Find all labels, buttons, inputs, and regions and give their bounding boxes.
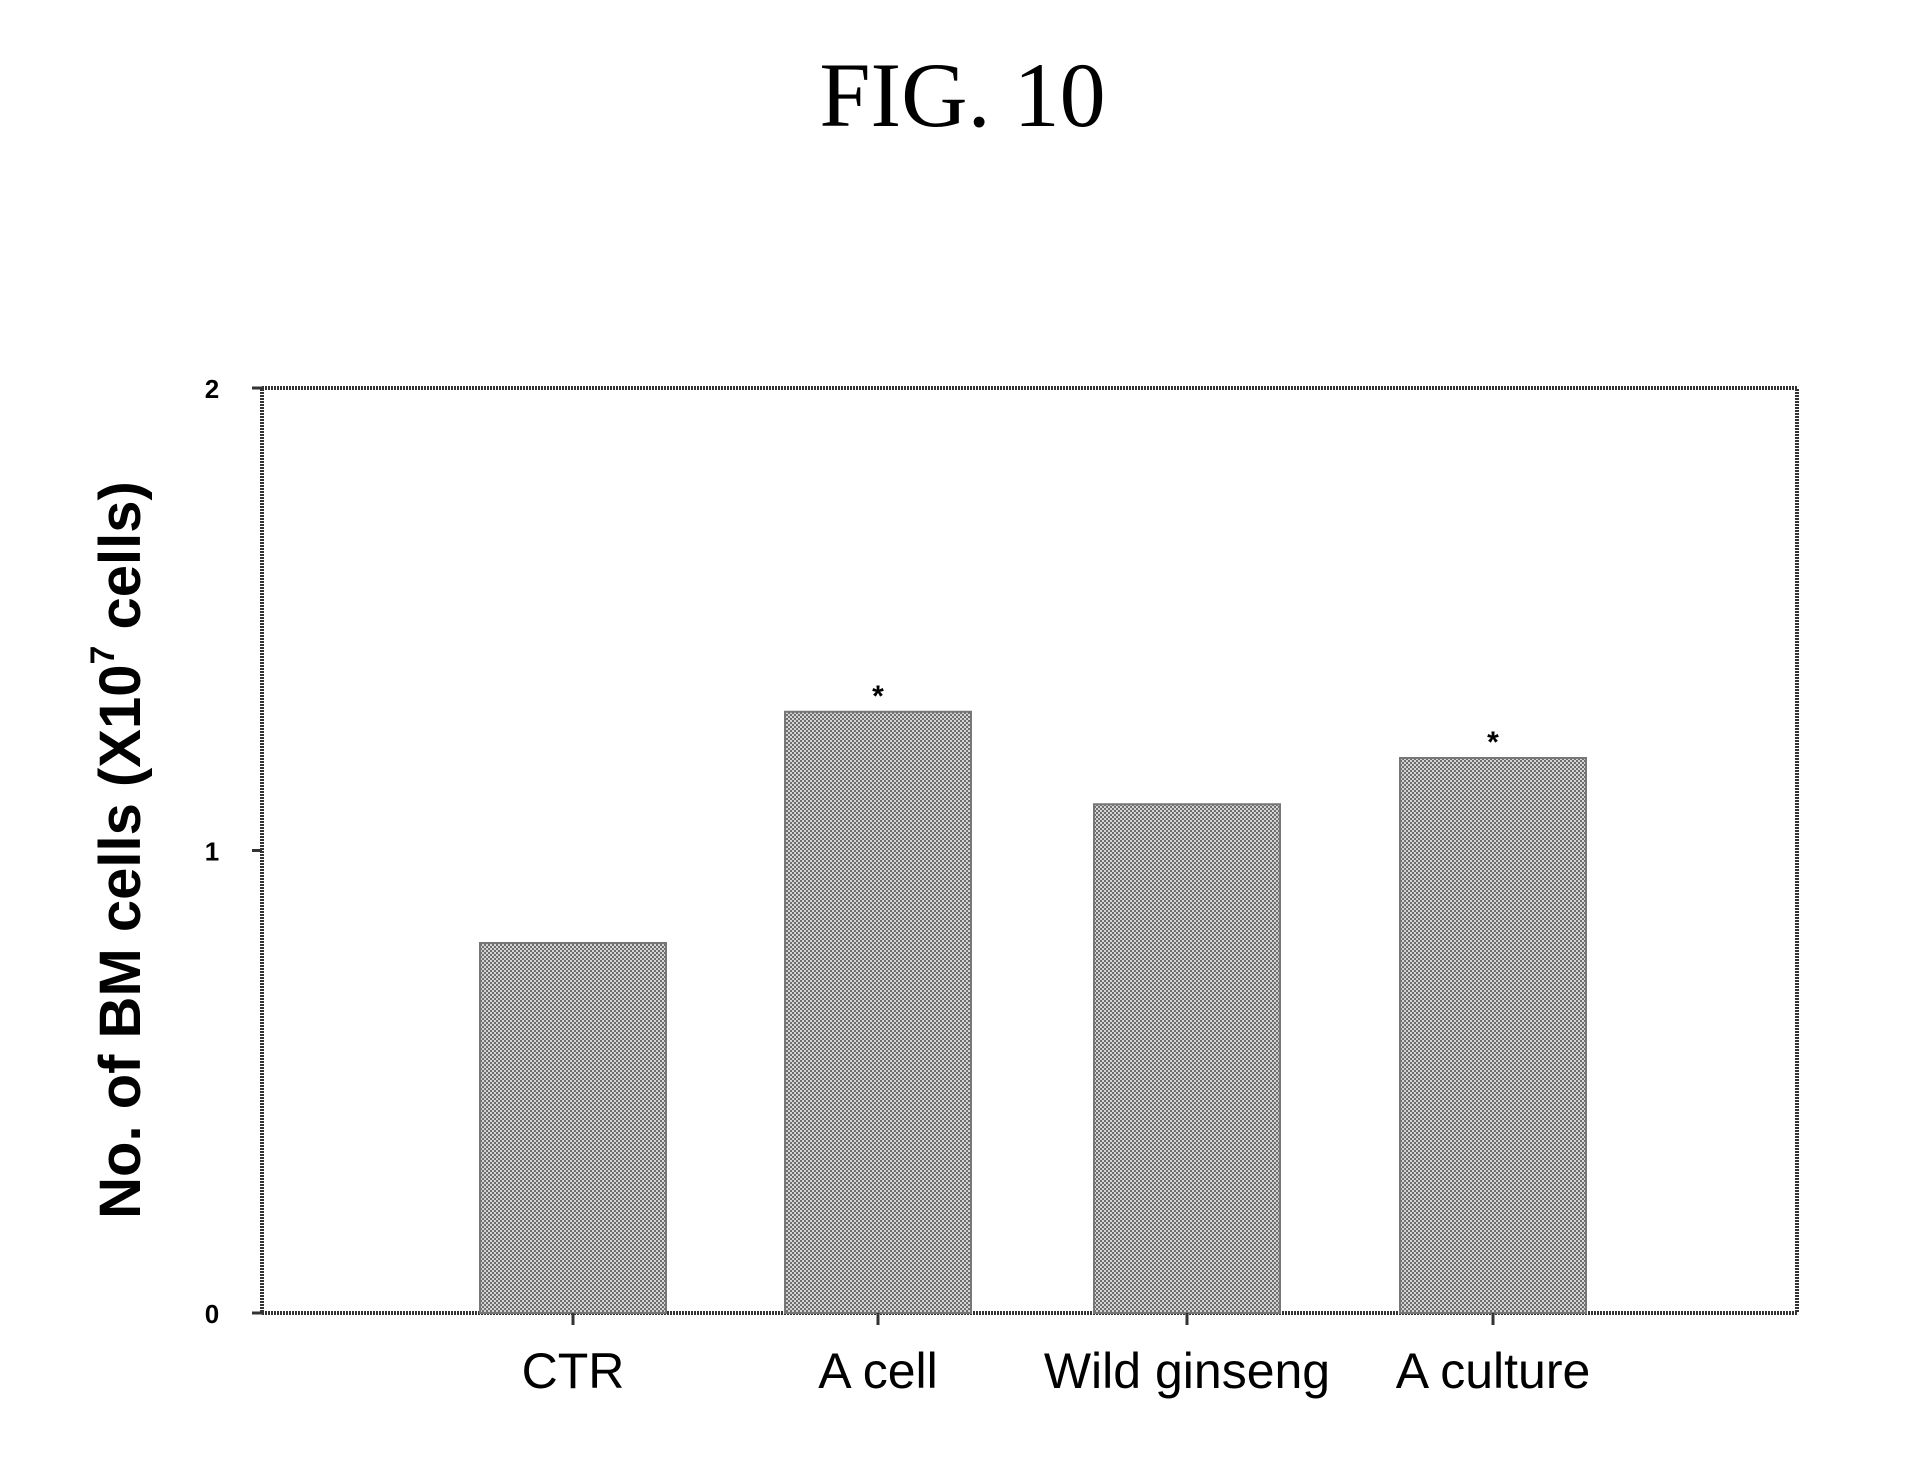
category-labels: CTR A cell Wild ginseng A culture xyxy=(522,1313,1591,1399)
bar xyxy=(784,710,972,1314)
bar xyxy=(1093,803,1281,1314)
y-axis-label-suffix: cells) xyxy=(88,481,153,645)
y-tick-label: 0 xyxy=(205,1299,219,1329)
bar xyxy=(479,942,667,1314)
y-tick-label: 1 xyxy=(205,837,219,867)
y-axis-label: No. of BM cells (X107 cells) xyxy=(84,481,153,1219)
y-axis-label-main: No. of BM cells (X10 xyxy=(88,665,153,1219)
category-label: CTR xyxy=(522,1343,625,1399)
significance-marker: * xyxy=(872,680,884,713)
y-axis-label-exponent: 7 xyxy=(84,646,122,665)
bar xyxy=(1399,757,1587,1314)
y-ticks: 0 1 2 xyxy=(205,374,262,1329)
y-tick-label: 2 xyxy=(205,374,219,404)
category-label: A cell xyxy=(818,1343,938,1399)
figure-title: FIG. 10 xyxy=(819,44,1106,146)
bars: ** xyxy=(479,680,1587,1314)
category-label: A culture xyxy=(1396,1343,1591,1399)
significance-marker: * xyxy=(1487,726,1499,759)
category-label: Wild ginseng xyxy=(1044,1343,1330,1399)
